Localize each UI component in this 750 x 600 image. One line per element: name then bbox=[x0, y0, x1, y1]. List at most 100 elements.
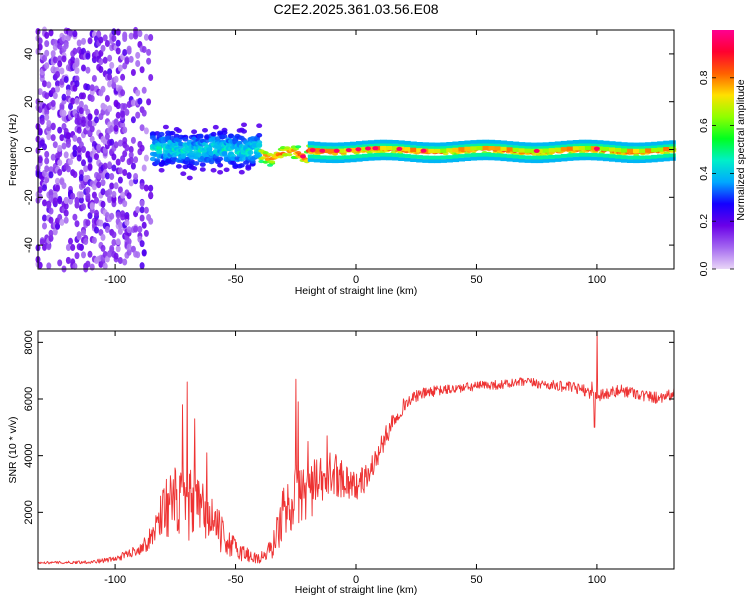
spectrogram-band-cell bbox=[500, 146, 508, 152]
spectrogram-cell bbox=[61, 34, 67, 42]
spectrogram-band-cell bbox=[307, 158, 315, 162]
spectrogram-band-cell bbox=[404, 147, 411, 152]
spectrogram-band-cell bbox=[494, 153, 502, 158]
spectrogram-band-cell bbox=[615, 145, 622, 150]
spectrogram-cell bbox=[74, 80, 80, 88]
spectrogram-cell bbox=[76, 231, 82, 239]
spectrogram-cell bbox=[98, 36, 104, 44]
spectrogram-band-cell bbox=[578, 156, 586, 161]
spectrogram-cell bbox=[128, 151, 134, 159]
spectrogram-band-cell bbox=[548, 141, 556, 146]
spectrogram-cell bbox=[158, 168, 165, 173]
spectrogram-band-cell bbox=[362, 157, 369, 162]
spectrogram-cell bbox=[113, 252, 119, 260]
spectrogram-cell bbox=[135, 111, 141, 119]
spectrogram-band-cell bbox=[512, 141, 520, 146]
spectrogram-band-cell bbox=[398, 157, 405, 161]
spectrogram-cell bbox=[52, 56, 58, 64]
spectrogram-cell bbox=[74, 57, 80, 65]
spectrogram-band-cell bbox=[398, 153, 405, 158]
spectrogram-band-cell bbox=[542, 148, 550, 153]
spectrogram-band-cell bbox=[627, 146, 634, 150]
spectrogram-band-cell bbox=[440, 146, 447, 150]
spectrogram-band-cell bbox=[548, 145, 556, 150]
spectrogram-band-cell bbox=[536, 146, 544, 150]
spectrogram-band-cell bbox=[404, 157, 411, 162]
spectrogram-peak bbox=[300, 154, 306, 159]
spectrogram-band-cell bbox=[380, 139, 387, 144]
spectrogram-band-cell bbox=[476, 152, 484, 157]
spectrogram-cell bbox=[117, 221, 123, 229]
spectrogram-cell bbox=[65, 132, 71, 140]
spectrogram-band-cell bbox=[337, 155, 345, 160]
spectrogram-band-cell bbox=[524, 148, 532, 153]
spectrogram-band-cell bbox=[572, 140, 580, 144]
spectrogram-band-cell bbox=[458, 157, 465, 162]
spectrogram-band-cell bbox=[470, 153, 477, 157]
spectrogram-y-axis-label: Frequency (Hz) bbox=[7, 114, 19, 186]
spectrogram-cell bbox=[65, 140, 71, 148]
spectrogram-band-cell bbox=[669, 157, 676, 161]
spectrogram-band-cell bbox=[374, 156, 381, 161]
spectrogram-band-cell bbox=[657, 154, 664, 159]
spectrogram-band-cell bbox=[639, 142, 646, 147]
spectrogram-cell bbox=[100, 244, 106, 252]
spectrogram-cell bbox=[107, 54, 113, 62]
spectrogram-cell bbox=[175, 164, 182, 169]
spectrogram-cell bbox=[87, 163, 93, 171]
spectrogram-cell bbox=[124, 144, 130, 152]
spectrogram-cell bbox=[52, 92, 58, 100]
spectrogram-cell bbox=[102, 34, 108, 42]
spectrogram-band-cell bbox=[410, 154, 417, 159]
spectrogram-band-cell bbox=[398, 140, 405, 145]
spectrogram-band-cell bbox=[639, 155, 646, 160]
spectrogram-band-cell bbox=[307, 154, 315, 159]
spectrogram-band-cell bbox=[596, 153, 604, 158]
spectrogram-cell bbox=[63, 151, 69, 159]
spectrogram-cell bbox=[139, 66, 145, 74]
spectrogram-y-tick-label: 20 bbox=[23, 96, 35, 108]
spectrogram-band-cell bbox=[440, 155, 447, 160]
spectrogram-band-cell bbox=[362, 140, 369, 145]
spectrogram-band-cell bbox=[386, 143, 393, 148]
spectrogram-band-cell bbox=[458, 154, 465, 158]
spectrogram-cell bbox=[104, 40, 110, 47]
spectrogram-band-cell bbox=[530, 142, 538, 147]
spectrogram-cell bbox=[59, 67, 65, 75]
spectrogram-band-cell bbox=[512, 145, 520, 149]
spectrogram-band-cell bbox=[392, 143, 399, 148]
spectrogram-band-cell bbox=[392, 153, 399, 157]
spectrogram-cell bbox=[115, 47, 121, 55]
spectrogram-peak bbox=[319, 148, 326, 153]
spectrogram-band-cell bbox=[356, 157, 363, 162]
spectrogram-band-cell bbox=[452, 154, 459, 159]
spectrogram-cell bbox=[120, 213, 126, 221]
spectrogram-cell bbox=[148, 191, 154, 199]
spectrogram-peak bbox=[533, 148, 540, 153]
spectrogram-cell bbox=[46, 262, 52, 270]
spectrogram-band-cell bbox=[410, 147, 417, 152]
spectrogram-band-cell bbox=[337, 146, 345, 150]
spectrogram-cell bbox=[39, 238, 45, 246]
spectrogram-cell bbox=[85, 219, 91, 227]
spectrogram-band-cell bbox=[470, 156, 477, 161]
spectrogram-band-cell bbox=[410, 158, 417, 162]
spectrogram-cell bbox=[87, 250, 93, 258]
spectrogram-band-cell bbox=[639, 146, 646, 150]
spectrogram-cell bbox=[143, 229, 149, 237]
spectrogram-cell bbox=[72, 144, 78, 152]
spectrogram-cell bbox=[37, 156, 43, 164]
spectrogram-cell bbox=[65, 84, 71, 92]
spectrogram-cell bbox=[42, 143, 47, 151]
spectrogram-band-cell bbox=[362, 153, 369, 158]
spectrogram-cell bbox=[111, 28, 117, 36]
spectrogram-cell bbox=[113, 141, 119, 149]
snr-panel: -100 -50 0 50 100 2000 4000 6000 8000 Height of … bbox=[7, 330, 675, 596]
spectrogram-band-cell bbox=[368, 156, 375, 161]
spectrogram-band-cell bbox=[518, 148, 526, 153]
spectrogram-band-cell bbox=[476, 146, 484, 151]
spectrogram-cell bbox=[63, 216, 69, 224]
spectrogram-band-cell bbox=[596, 143, 604, 148]
spectrogram-cell bbox=[85, 260, 91, 268]
spectrogram-band-cell bbox=[627, 155, 634, 160]
